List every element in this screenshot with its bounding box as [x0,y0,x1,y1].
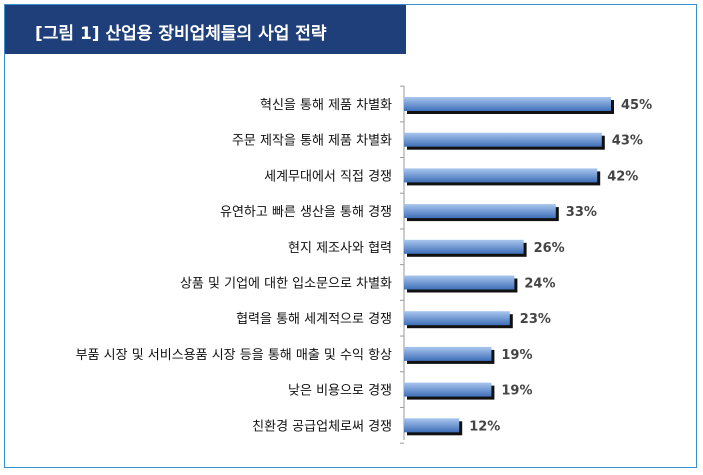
value-label: 42% [607,169,638,184]
title-bar: [그림 1] 산업용 장비업체들의 사업 전략 [5,5,406,54]
category-label: 혁신을 통해 제품 차별화 [260,98,392,113]
value-label: 45% [621,98,652,113]
bar [404,418,460,433]
category-label: 친환경 공급업체로써 경쟁 [252,419,392,434]
value-label: 12% [469,419,500,434]
category-label: 협력을 통해 세계적으로 경쟁 [236,312,392,327]
bar [404,382,492,397]
bar [404,239,524,254]
bar [404,346,492,361]
chart-title: [그림 1] 산업용 장비업체들의 사업 전략 [35,24,327,44]
bar [404,204,556,219]
bar [404,275,515,290]
category-label: 현지 제조사와 협력 [288,241,392,256]
category-label: 낮은 비용으로 경쟁 [288,384,392,399]
chart-frame [4,4,697,468]
category-label: 주문 제작을 통해 제품 차별화 [232,134,392,149]
value-label: 19% [501,348,532,363]
bar [404,168,598,183]
bar [404,311,510,326]
value-label: 19% [501,384,532,399]
bar [404,132,602,147]
category-label: 세계무대에서 직접 경쟁 [264,169,392,184]
category-label: 부품 시장 및 서비스용품 시장 등을 통해 매출 및 수익 항상 [76,348,392,363]
value-label: 24% [524,277,555,292]
value-label: 26% [534,241,565,256]
value-label: 43% [612,134,643,149]
value-label: 23% [520,312,551,327]
bar [404,97,611,111]
value-label: 33% [566,205,597,220]
category-label: 상품 및 기업에 대한 입소문으로 차별화 [180,277,392,292]
category-label: 유연하고 빠른 생산을 통해 경쟁 [220,205,392,220]
